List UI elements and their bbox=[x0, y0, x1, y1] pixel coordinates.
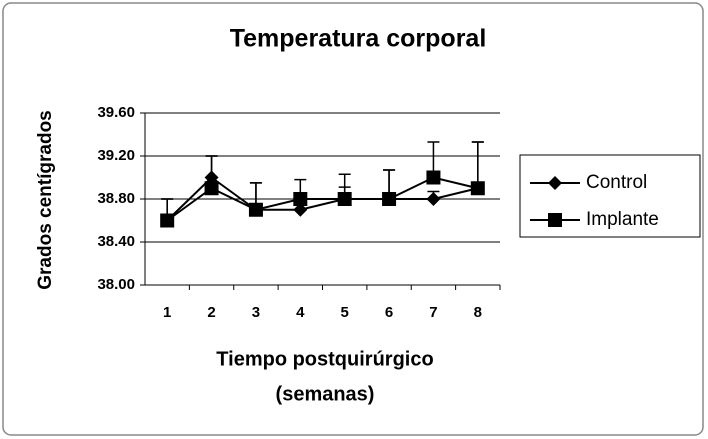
marker bbox=[293, 192, 308, 206]
marker bbox=[293, 202, 308, 217]
y-axis-label: Grados centígrados bbox=[35, 110, 56, 290]
series-line bbox=[166, 176, 479, 222]
marker bbox=[204, 181, 219, 196]
marker bbox=[548, 213, 562, 227]
x-tick-label: 4 bbox=[296, 304, 305, 321]
x-tick-label: 6 bbox=[385, 304, 393, 321]
y-tick-label: 39.20 bbox=[97, 147, 135, 164]
x-tick-label: 3 bbox=[252, 304, 260, 321]
y-tick-label: 38.00 bbox=[97, 276, 135, 293]
marker bbox=[548, 176, 562, 190]
y-tick-label: 39.60 bbox=[97, 104, 135, 121]
x-axis-label: Tiempo postquirúrgico bbox=[216, 348, 433, 370]
x-tick-label: 1 bbox=[163, 304, 171, 321]
marker bbox=[470, 181, 485, 196]
marker bbox=[337, 192, 352, 206]
error-bar bbox=[471, 141, 484, 189]
chart-title: Temperatura corporal bbox=[230, 25, 487, 53]
series-line bbox=[166, 176, 479, 222]
legend-label: Implante bbox=[586, 209, 659, 230]
x-tick-label: 5 bbox=[341, 304, 349, 321]
marker bbox=[426, 192, 441, 206]
x-tick-label: 7 bbox=[429, 304, 437, 321]
marker bbox=[426, 170, 441, 185]
x-tick-label: 2 bbox=[207, 304, 215, 321]
x-tick-label: 8 bbox=[474, 304, 482, 321]
y-tick-label: 38.40 bbox=[97, 233, 135, 250]
marker bbox=[382, 192, 397, 206]
marker bbox=[248, 202, 263, 217]
legend-label: Control bbox=[586, 172, 647, 193]
y-tick-label: 38.80 bbox=[97, 190, 135, 207]
x-axis-label: (semanas) bbox=[276, 383, 375, 405]
marker bbox=[160, 213, 175, 228]
